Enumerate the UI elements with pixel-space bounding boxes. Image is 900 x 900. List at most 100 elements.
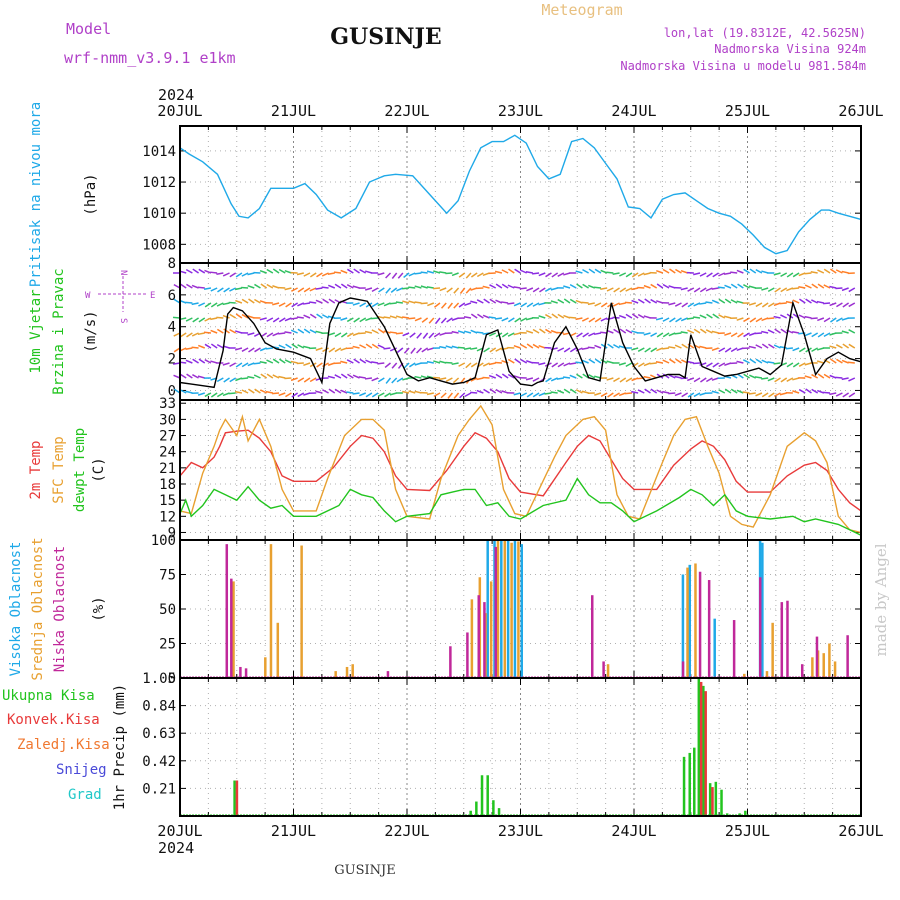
wind-arrow xyxy=(748,285,756,289)
year-label-top: 2024 xyxy=(158,86,194,104)
wind-arrow xyxy=(538,272,546,277)
wind-arrow xyxy=(532,302,540,307)
wind-arrow xyxy=(445,377,453,382)
wind-arrow xyxy=(228,301,236,304)
wind-arrow xyxy=(755,344,763,349)
ytick-label: 0.84 xyxy=(142,699,176,715)
wind-arrow xyxy=(550,300,558,304)
wind-arrow xyxy=(391,362,398,369)
wind-arrow xyxy=(588,374,596,379)
wind-arrow xyxy=(359,358,367,364)
wind-arrow xyxy=(848,329,856,334)
wind-arrow xyxy=(607,392,614,398)
wind-arrow xyxy=(736,269,744,274)
wind-arrow xyxy=(556,377,564,380)
wind-arrow xyxy=(594,344,602,349)
bar xyxy=(300,545,303,678)
bar xyxy=(846,635,849,678)
wind-arrow xyxy=(428,332,435,339)
wind-arrow xyxy=(557,347,565,352)
wind-arrow xyxy=(804,362,812,366)
wind-arrow xyxy=(309,301,317,304)
wind-arrow xyxy=(426,286,434,289)
wind-arrow xyxy=(494,317,503,320)
wind-arrow xyxy=(377,315,385,319)
year-label-bottom: 2024 xyxy=(158,839,194,857)
wind-arrow xyxy=(365,392,373,398)
bar xyxy=(682,756,686,816)
wind-arrow xyxy=(284,359,292,364)
wind-arrow xyxy=(272,285,280,289)
wind-arrow xyxy=(420,285,428,289)
ytick-label: 8 xyxy=(168,256,176,272)
wind-arrow xyxy=(253,374,261,379)
wind-arrow xyxy=(185,390,193,394)
ytick-label: 75 xyxy=(159,568,176,584)
wind-arrow xyxy=(786,377,794,382)
wind-arrow xyxy=(309,313,317,319)
ytick-label: 1008 xyxy=(142,237,176,253)
wind-arrow xyxy=(248,298,255,304)
wind-arrow xyxy=(327,375,335,379)
bar xyxy=(800,664,804,678)
wind-arrow xyxy=(278,268,286,274)
wind-arrow xyxy=(513,392,521,396)
wind-arrow xyxy=(272,358,280,364)
ytick-label: 6 xyxy=(168,288,176,304)
wind-arrow xyxy=(539,287,546,293)
wind-arrow xyxy=(816,360,825,364)
wind-arrow xyxy=(848,377,856,382)
wind-arrow xyxy=(296,316,304,319)
wind-arrow xyxy=(346,391,354,394)
wind-arrow xyxy=(767,302,775,308)
bar xyxy=(698,571,702,678)
wind-arrow xyxy=(285,302,292,308)
wind-arrow xyxy=(447,302,453,309)
wind-arrow xyxy=(483,388,490,394)
bar xyxy=(493,540,496,678)
wind-arrow xyxy=(463,315,472,319)
wind-arrow xyxy=(699,314,707,319)
bar xyxy=(334,671,337,678)
wind-arrow xyxy=(625,272,633,278)
wind-arrow xyxy=(241,389,249,394)
wind-arrow xyxy=(575,347,583,352)
wind-arrow xyxy=(216,377,224,383)
wind-arrow xyxy=(817,373,825,379)
wind-arrow xyxy=(229,287,237,292)
wind-arrow xyxy=(222,302,230,306)
wind-arrow xyxy=(792,390,800,394)
wind-arrow xyxy=(254,347,261,353)
wind-arrow xyxy=(755,302,763,308)
bar xyxy=(470,599,474,678)
time-label-bottom: 24JUL xyxy=(611,822,656,840)
panel-ylabel: Srednja Oblacnost xyxy=(30,537,46,680)
panel-ylabel: 10m Vjetar xyxy=(28,289,44,373)
wind-arrow xyxy=(631,330,639,334)
bar xyxy=(494,546,498,678)
bar xyxy=(469,810,472,816)
wind-arrow xyxy=(532,287,540,293)
wind-arrow xyxy=(352,302,360,306)
wind-arrow xyxy=(767,361,775,364)
wind-arrow xyxy=(179,373,187,379)
wind-arrow xyxy=(266,283,274,289)
wind-arrow xyxy=(235,299,243,304)
wind-arrow xyxy=(717,286,725,289)
panel-ylabel: SFC Temp xyxy=(51,436,67,503)
wind-arrow xyxy=(346,317,354,323)
time-label-top: 20JUL xyxy=(157,102,202,120)
wind-arrow xyxy=(303,377,311,383)
wind-arrow xyxy=(637,362,645,368)
time-label-top: 22JUL xyxy=(384,102,429,120)
wind-arrow xyxy=(656,300,664,304)
wind-arrow xyxy=(352,332,360,337)
wind-arrow xyxy=(297,328,305,334)
wind-arrow xyxy=(198,302,206,307)
wind-arrow xyxy=(582,268,589,274)
wind-arrow xyxy=(315,330,323,334)
wind-arrow xyxy=(191,332,199,337)
wind-arrow xyxy=(482,285,490,289)
wind-arrow xyxy=(563,347,571,353)
wind-arrow xyxy=(743,332,750,338)
